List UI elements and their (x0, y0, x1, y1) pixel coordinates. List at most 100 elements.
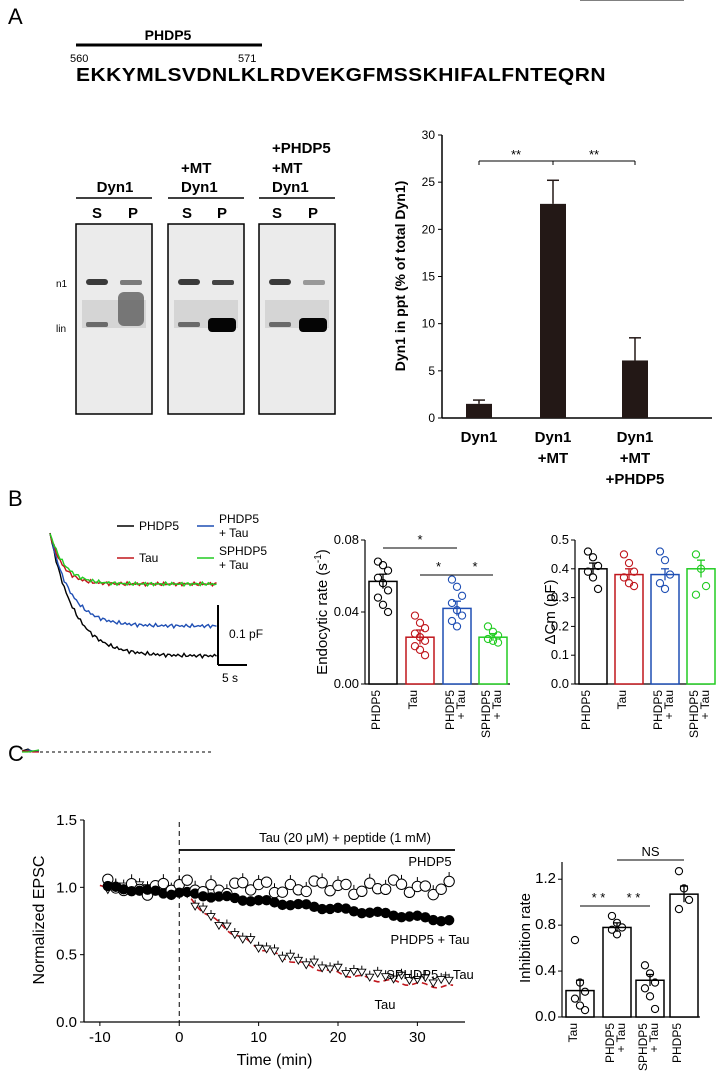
b-dcm-category-label: + Tau (662, 690, 676, 719)
a-y-tick-label: 0 (428, 411, 435, 425)
c-phdp5-point (284, 878, 297, 891)
c-inhib-y-tick-label: 1.2 (535, 870, 556, 887)
c-phdp5-tau-point (412, 910, 423, 921)
blot2-header-line1: +MT (181, 160, 211, 177)
c-x-tick-label: 30 (409, 1029, 426, 1046)
c-y-tick-label: 1.5 (56, 812, 77, 829)
c-sphdp5-tau-point (412, 976, 423, 985)
blot2-header-line2: Dyn1 (181, 179, 218, 196)
c-sphdp5-tau-point (428, 979, 439, 988)
c-inhib-sig-label: NS (641, 0, 659, 3)
c-phdp5-point (419, 880, 432, 892)
c-x-tick-label: 0 (175, 1029, 183, 1046)
c-sphdp5-tau-point (317, 964, 327, 973)
b-endo-category-label: PHDP5 (369, 690, 383, 730)
b-endo-data-point (383, 607, 393, 617)
a-category-label: +PHDP5 (606, 471, 665, 488)
b-endo-data-point (447, 575, 457, 584)
c-phdp5-point (205, 878, 217, 891)
c-phdp5-tau-point (428, 914, 439, 926)
b-endo-y-axis-label: Endocytic rate (s-1) (313, 549, 331, 675)
c-sphdp5-tau-point (230, 931, 240, 940)
c-inhib-data-point (570, 935, 580, 945)
c-phdp5-point (300, 885, 312, 898)
c-inhib-sig-label: * * (627, 0, 641, 3)
c-phdp5-point (244, 884, 257, 896)
c-phdp5-point (435, 883, 447, 895)
c-phdp5-tau-point (332, 902, 344, 914)
c-phdp5-tau-point (277, 899, 288, 911)
a-category-label: +MT (538, 450, 568, 467)
c-y-axis-label: Normalized EPSC (31, 856, 48, 985)
b-endo-data-point (373, 557, 383, 566)
b-endo-category-label: PHDP5 (443, 690, 457, 730)
c-inhib-data-point (645, 969, 655, 978)
c-phdp5-point (181, 874, 193, 886)
c-phdp5-point (395, 878, 408, 890)
b-dcm-category-label: SPHDP5 (687, 690, 701, 738)
b-endo-y-tick-label: 0.08 (334, 532, 359, 547)
b-endo-data-point (447, 616, 457, 626)
c-phdp5-tau-point (293, 898, 304, 910)
b-endo-data-point (452, 582, 462, 591)
b-dcm-data-point (660, 584, 670, 594)
peptide-sequence: EKKYMLSVDNLKLRDVEKGFMSSKHIFALFNTEQRN (76, 65, 606, 85)
b-dcm-data-point (629, 567, 639, 576)
blot3-header-line1: +PHDP5 (272, 140, 331, 157)
blot2-lane-p: P (217, 205, 227, 222)
blot3-header-line2: +MT (272, 160, 302, 177)
c-phdp5-tau-point (364, 907, 375, 918)
b-dcm-bar-2 (614, 573, 644, 685)
b-dcm-category-label: PHDP5 (651, 690, 665, 730)
c-inhib-sig-label: * * (592, 890, 606, 905)
b-dcm-y-tick-label: 0.0 (551, 676, 569, 691)
c-phdp5-tau-point (340, 903, 352, 914)
c-phdp5-tau-point (308, 901, 320, 913)
c-inhib-sig-label: NS (641, 844, 659, 859)
a-sig-label: ** (511, 147, 521, 162)
c-sphdp5-tau-point (245, 936, 256, 945)
c-phdp5-point (237, 876, 249, 889)
panel-c-letter: C (8, 741, 24, 766)
b-dcm-data-point (593, 561, 603, 571)
b-dcm-data-point (583, 547, 593, 556)
b-dcm-data-point (588, 573, 598, 582)
b-endo-data-point (488, 636, 498, 645)
b-scalebar-y-label: 0.1 pF (229, 627, 263, 641)
b-endo-category-label: SPHDP5 (479, 690, 493, 738)
c-phdp5-tau-point (396, 912, 407, 923)
c-sphdp5-tau-point (253, 944, 264, 953)
blot-side-label-bottom: lin (56, 324, 66, 335)
b-endo-y-tick-label: 0.04 (334, 604, 359, 619)
b-endo-data-point (415, 645, 425, 654)
b-endo-data-point (383, 586, 393, 595)
c-sphdp5-tau-point (269, 947, 280, 956)
c-label-phdp5-tau: PHDP5 + Tau (391, 932, 470, 947)
c-sphdp5-tau-point (364, 973, 375, 982)
b-endo-data-point (378, 600, 388, 609)
b-dcm-category-label: Tau (615, 690, 629, 709)
c-phdp5-point (443, 875, 455, 888)
b-endo-data-point (483, 622, 493, 631)
c-sphdp5-tau-point (206, 913, 216, 922)
b-endo-data-point (483, 634, 493, 644)
b-trace-sphdp5-tau (49, 533, 217, 588)
blot3-lane-s: S (272, 205, 282, 222)
c-phdp5-tau-point (388, 910, 399, 921)
b-scalebar-x-label: 5 s (222, 671, 238, 685)
c-phdp5-point (356, 885, 368, 898)
c-x-tick-label: -10 (89, 1029, 111, 1046)
c-y-tick-label: 0.0 (56, 1014, 77, 1031)
b-baseline-trace (22, 749, 40, 753)
panel-a-letter: A (8, 4, 23, 29)
c-sphdp5-tau-point (357, 968, 367, 977)
b-dcm-y-axis-label: ΔCm (pF) (542, 579, 559, 644)
c-phdp5-point (316, 877, 328, 889)
c-inhib-data-point (617, 923, 627, 932)
b-endo-bar-3 (442, 607, 472, 685)
b-endo-y-tick-label: 0.00 (334, 676, 359, 691)
c-phdp5-point (260, 876, 273, 888)
b-dcm-data-point (619, 550, 629, 559)
b-endo-data-point (452, 606, 462, 615)
